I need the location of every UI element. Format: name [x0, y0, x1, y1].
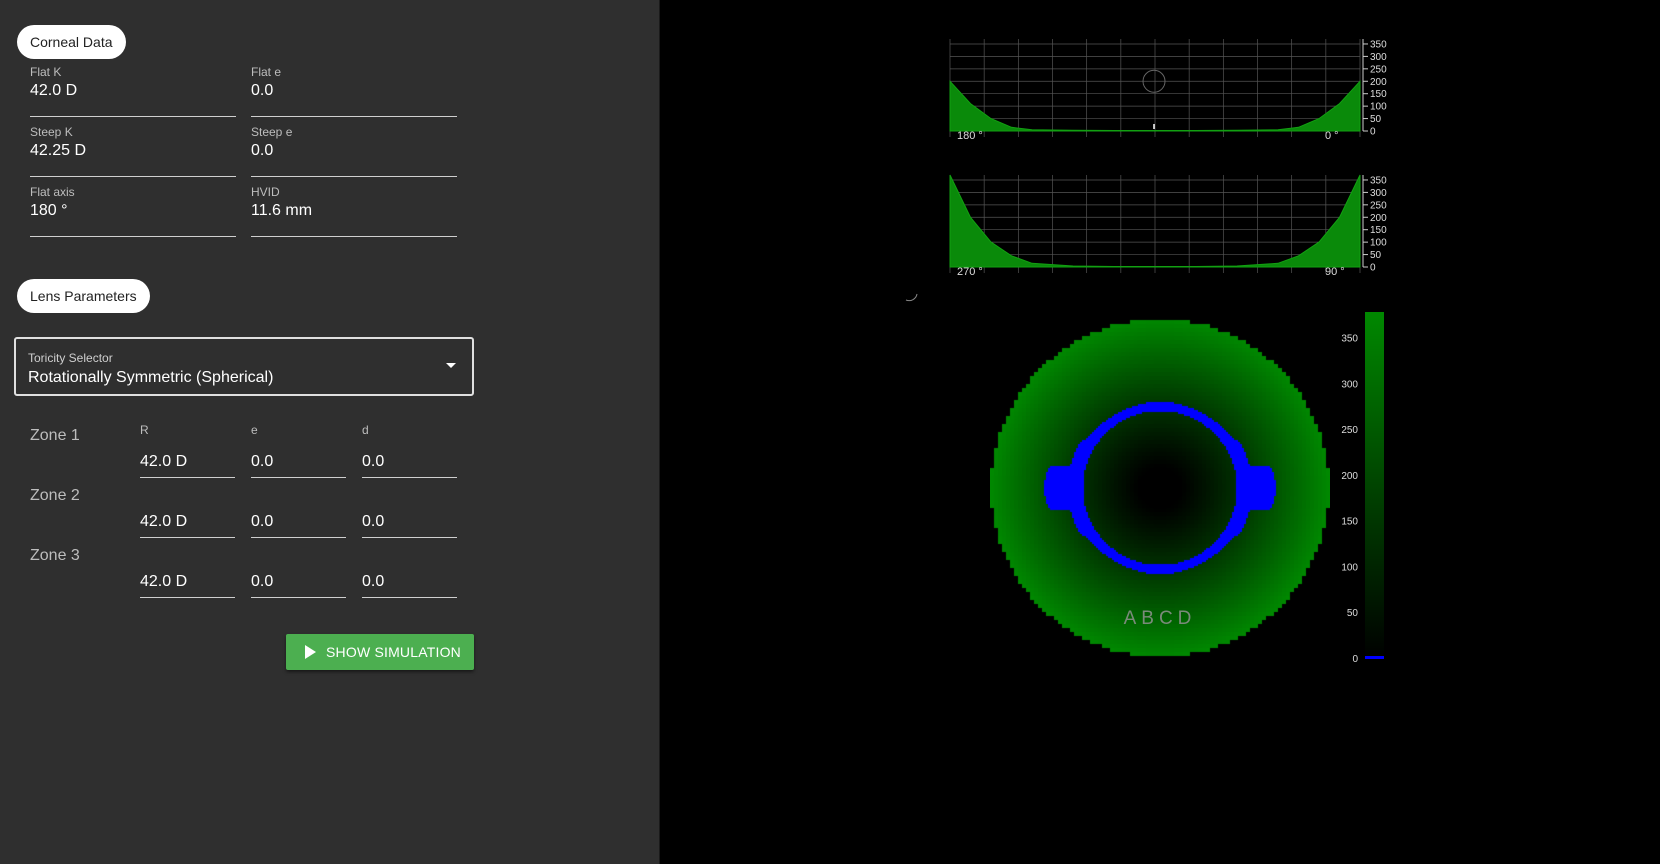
flat-axis-field[interactable]: Flat axis 180 °: [30, 180, 236, 237]
y-tick-label: 250: [1370, 64, 1387, 75]
zone-3-d-field[interactable]: 0.0: [362, 557, 457, 598]
zone-1-d-field[interactable]: d 0.0: [362, 423, 457, 478]
zone-2-d-field[interactable]: 0.0: [362, 497, 457, 538]
play-icon: [305, 645, 316, 659]
colorbar: 0 50 100 150 200 250 300 350: [1341, 312, 1384, 665]
flat-e-value[interactable]: 0.0: [251, 82, 274, 99]
zone-3-d-value[interactable]: 0.0: [362, 573, 385, 590]
left-angle-label: 270 °: [957, 266, 983, 278]
y-tick-label: 250: [1370, 200, 1387, 211]
steep-e-field[interactable]: Steep e 0.0: [251, 120, 457, 177]
toricity-selector-value[interactable]: Rotationally Symmetric (Spherical): [28, 369, 274, 386]
colorbar-tick-label: 150: [1341, 517, 1358, 528]
hvid-field[interactable]: HVID 11.6 mm: [251, 180, 457, 237]
zone-1-d-value[interactable]: 0.0: [362, 453, 385, 470]
colorbar-tick-label: 200: [1341, 471, 1358, 482]
hvid-label: HVID: [251, 185, 280, 199]
hvid-value[interactable]: 11.6 mm: [251, 202, 313, 219]
zone-3-e-field[interactable]: 0.0: [251, 557, 346, 598]
colorbar-touch-band: [1365, 656, 1384, 659]
column-d-label: d: [362, 423, 369, 437]
clearance-area: [949, 174, 1361, 268]
right-angle-label: 90 °: [1325, 266, 1345, 278]
show-simulation-label: SHOW SIMULATION: [326, 644, 461, 660]
zone-3-r-field[interactable]: 42.0 D: [140, 557, 235, 598]
flat-e-field[interactable]: Flat e 0.0: [251, 60, 457, 117]
zone-2-e-value[interactable]: 0.0: [251, 513, 274, 530]
steep-k-label: Steep K: [30, 125, 73, 139]
flat-axis-label: Flat axis: [30, 185, 75, 199]
control-panel: Corneal Data Flat K 42.0 D Flat e 0.0 St…: [0, 0, 660, 864]
flat-k-value[interactable]: 42.0 D: [30, 82, 78, 99]
y-tick-label: 50: [1370, 250, 1382, 261]
y-tick-label: 100: [1370, 238, 1387, 249]
y-tick-label: 300: [1370, 188, 1387, 199]
colorbar-tick-label: 50: [1347, 608, 1359, 619]
zone-3-label: Zone 3: [30, 547, 80, 564]
zone-1-label: Zone 1: [30, 427, 80, 444]
y-tick-label: 0: [1370, 127, 1376, 138]
right-angle-label: 0 °: [1325, 130, 1339, 142]
zone-1-r-value[interactable]: 42.0 D: [140, 453, 188, 470]
zone-2-label: Zone 2: [30, 487, 80, 504]
colorbar-tick-label: 250: [1341, 425, 1358, 436]
y-tick-label: 200: [1370, 213, 1387, 224]
dropdown-arrow-icon[interactable]: [446, 363, 456, 368]
zone-2-r-field[interactable]: 42.0 D: [140, 497, 235, 538]
simulation-area: 0 50 100 150 200 250 300 350 180 ° 0 ° 0 50 100 150 2…: [660, 0, 1660, 864]
steep-k-field[interactable]: Steep K 42.25 D: [30, 120, 236, 177]
zone-2-e-field[interactable]: 0.0: [251, 497, 346, 538]
corneal-data-section-chip: Corneal Data: [17, 25, 126, 59]
flat-axis-value[interactable]: 180 °: [30, 202, 68, 219]
steep-e-value[interactable]: 0.0: [251, 142, 274, 159]
clearance-area: [949, 80, 1361, 132]
colorbar-tick-label: 300: [1341, 379, 1358, 390]
zone-2-r-value[interactable]: 42.0 D: [140, 513, 188, 530]
zone-3-r-value[interactable]: 42.0 D: [140, 573, 188, 590]
column-e-label: e: [251, 423, 258, 437]
y-tick-label: 350: [1370, 175, 1387, 186]
y-tick-label: 150: [1370, 225, 1387, 236]
colorbar-tick-label: 0: [1352, 654, 1358, 665]
zone-2-d-value[interactable]: 0.0: [362, 513, 385, 530]
lens-engraving-text: ABCD: [1123, 608, 1197, 629]
zone-1-e-field[interactable]: e 0.0: [251, 423, 346, 478]
fluorescein-map: [990, 316, 1330, 660]
show-simulation-button[interactable]: SHOW SIMULATION: [286, 634, 474, 670]
y-tick-label: 300: [1370, 52, 1387, 63]
loading-spinner-icon: [905, 293, 918, 302]
lens-parameters-section-chip: Lens Parameters: [17, 279, 150, 313]
column-r-label: R: [140, 423, 149, 437]
colorbar-tick-label: 350: [1341, 333, 1358, 344]
zone-3-e-value[interactable]: 0.0: [251, 573, 274, 590]
left-angle-label: 180 °: [957, 130, 983, 142]
zone-1-e-value[interactable]: 0.0: [251, 453, 274, 470]
zone-1-r-field[interactable]: R 42.0 D: [140, 423, 235, 478]
steep-k-value[interactable]: 42.25 D: [30, 142, 87, 159]
toricity-selector[interactable]: Toricity Selector Rotationally Symmetric…: [14, 337, 474, 396]
flat-k-label: Flat K: [30, 65, 62, 79]
colorbar-gradient: [1365, 312, 1384, 660]
y-tick-label: 150: [1370, 89, 1387, 100]
steep-e-label: Steep e: [251, 125, 293, 139]
y-tick-label: 50: [1370, 114, 1382, 125]
y-tick-label: 200: [1370, 77, 1387, 88]
toricity-selector-label: Toricity Selector: [28, 351, 113, 365]
y-tick-label: 350: [1370, 39, 1387, 50]
pupil-marker-icon: [1142, 69, 1166, 93]
y-tick-label: 100: [1370, 102, 1387, 113]
flat-k-field[interactable]: Flat K 42.0 D: [30, 60, 236, 117]
colorbar-tick-label: 100: [1341, 562, 1358, 573]
y-tick-label: 0: [1370, 263, 1376, 274]
flat-e-label: Flat e: [251, 65, 282, 79]
